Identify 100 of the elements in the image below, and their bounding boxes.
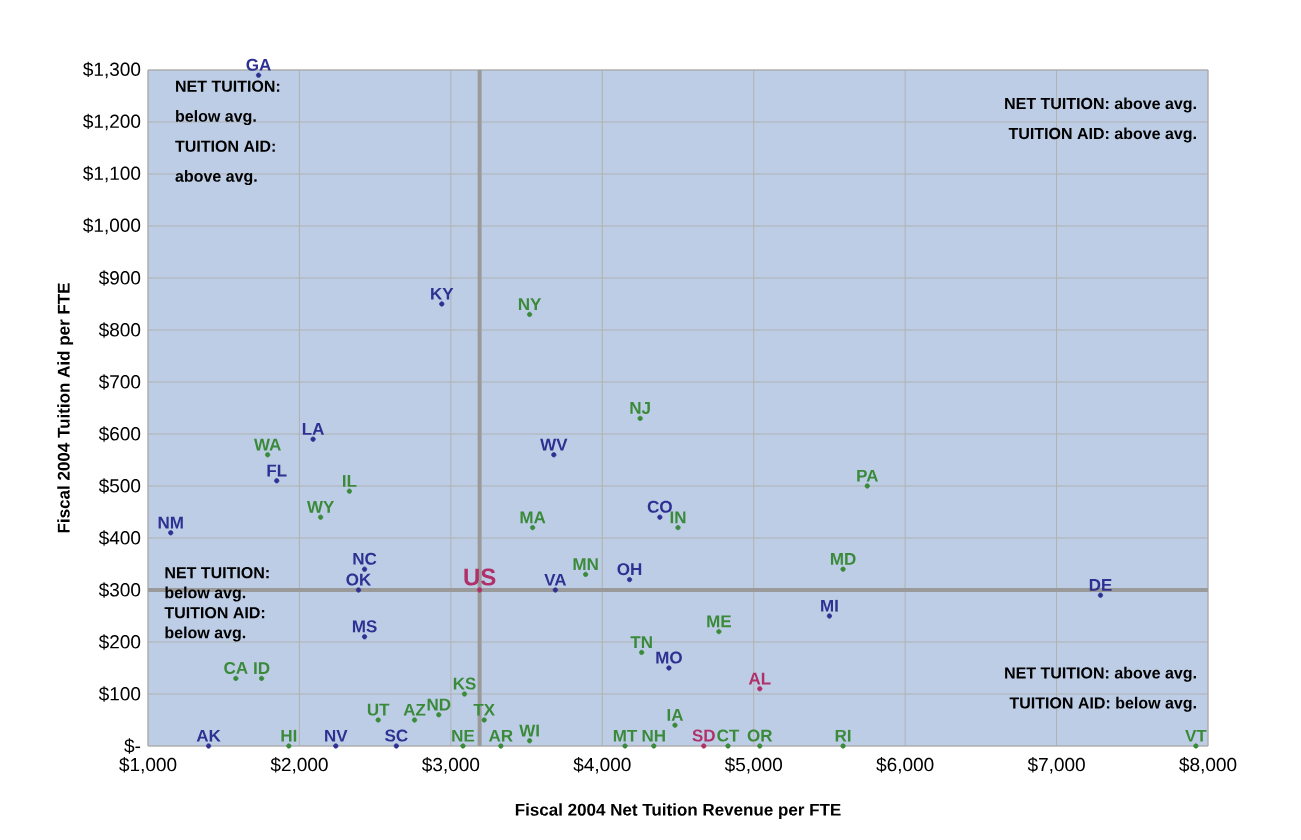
data-label: MD <box>830 553 856 565</box>
x-tick-label: $7,000 <box>1027 757 1085 774</box>
annotation: TUITION AID: <box>175 140 275 152</box>
data-label: SC <box>385 729 408 742</box>
point <box>375 717 381 723</box>
point <box>233 675 239 681</box>
data-label: LA <box>302 423 324 435</box>
data-label: TN <box>630 636 652 648</box>
x-tick-label: $4,000 <box>573 757 631 774</box>
data-label: US <box>464 568 496 586</box>
y-tick-label: $900 <box>98 270 141 286</box>
annotation: TUITION AID: <box>164 606 265 619</box>
annotation: below avg. <box>165 626 246 642</box>
data-label: VT <box>1185 729 1207 742</box>
point <box>258 675 265 681</box>
data-label: KS <box>453 677 476 690</box>
data-label: NE <box>452 729 475 742</box>
point <box>864 483 870 489</box>
data-label: AL <box>748 672 771 685</box>
point <box>355 587 362 593</box>
point <box>826 613 833 619</box>
point <box>626 576 633 583</box>
point <box>205 743 212 749</box>
annotation: NET TUITION: above avg. <box>1005 97 1196 113</box>
point <box>318 514 324 520</box>
point <box>333 743 339 749</box>
data-label: MT <box>613 729 638 742</box>
data-label: OK <box>346 573 372 586</box>
data-label: IN <box>670 511 686 524</box>
point <box>436 712 442 718</box>
point <box>651 743 657 749</box>
point <box>583 571 589 577</box>
annotation: below avg. <box>176 110 256 126</box>
point <box>552 587 558 593</box>
data-label: IL <box>342 475 357 487</box>
data-label: HI <box>281 729 297 742</box>
data-label: WV <box>540 438 568 451</box>
data-label: DE <box>1089 579 1112 591</box>
x-tick-label: $6,000 <box>876 757 934 774</box>
y-tick-label: $600 <box>98 426 141 442</box>
data-label: PA <box>857 469 879 482</box>
data-label: WA <box>253 438 281 451</box>
point <box>498 743 504 749</box>
point <box>551 452 557 458</box>
point <box>1193 743 1199 749</box>
data-label: AR <box>488 729 513 742</box>
point <box>725 743 731 749</box>
data-label: AK <box>196 729 221 742</box>
data-label: VA <box>544 573 567 586</box>
x-tick-label: $1,000 <box>119 757 177 774</box>
y-tick-label: $500 <box>98 478 141 494</box>
data-label: NM <box>158 516 183 529</box>
data-label: WY <box>306 501 335 513</box>
point <box>346 488 353 494</box>
annotation: TUITION AID: above avg. <box>1008 127 1196 143</box>
point <box>527 311 533 317</box>
point <box>530 524 536 531</box>
point <box>840 566 846 572</box>
point <box>255 72 262 78</box>
data-label: MS <box>352 620 377 633</box>
y-axis-title: Fiscal 2004 Tuition Aid per FTE <box>57 283 74 533</box>
data-label: SD <box>692 729 715 742</box>
point <box>622 743 628 749</box>
point <box>286 743 292 749</box>
point <box>310 436 316 442</box>
point <box>361 634 368 640</box>
annotation: above avg. <box>175 170 257 186</box>
data-label: NV <box>325 729 348 742</box>
point <box>672 722 678 728</box>
annotation: below avg. <box>165 586 246 602</box>
point <box>716 628 722 635</box>
y-tick-label: $300 <box>98 582 141 598</box>
data-label: IA <box>667 709 684 721</box>
point <box>675 524 681 531</box>
data-label: ND <box>427 698 451 711</box>
data-label: NY <box>518 298 542 310</box>
y-tick-label: $1,100 <box>83 165 141 183</box>
y-tick-label: $- <box>124 738 141 754</box>
point <box>274 478 280 484</box>
point <box>168 530 174 536</box>
y-tick-label: $400 <box>98 530 141 546</box>
data-label: MA <box>520 511 546 524</box>
data-label: KY <box>431 287 454 300</box>
data-label: NJ <box>630 402 650 414</box>
point <box>840 743 846 749</box>
x-tick-label: $5,000 <box>724 757 783 774</box>
y-tick-label: $700 <box>98 374 141 390</box>
data-label: NH <box>642 729 665 742</box>
annotation: TUITION AID: below avg. <box>1009 696 1196 712</box>
data-label: ID <box>254 662 270 674</box>
y-tick-label: $800 <box>98 322 141 338</box>
x-axis-title: Fiscal 2004 Net Tuition Revenue per FTE <box>515 803 841 820</box>
y-tick-label: $1,300 <box>83 61 141 79</box>
point <box>460 743 466 749</box>
point <box>439 301 445 307</box>
x-tick-label: $3,000 <box>422 757 480 774</box>
point <box>757 743 763 749</box>
point <box>657 514 663 520</box>
data-label: MO <box>656 651 682 664</box>
data-label: WI <box>519 724 539 737</box>
